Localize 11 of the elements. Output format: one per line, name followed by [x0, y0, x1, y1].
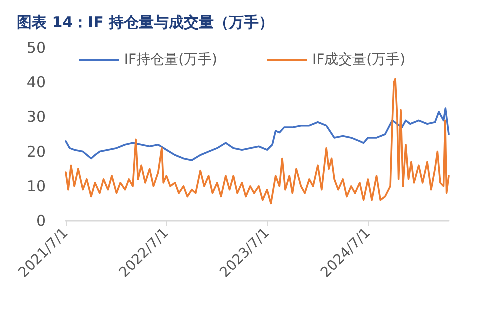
legend-label: IF持仓量(万手): [124, 52, 218, 68]
line-series: [65, 78, 450, 205]
legend-label: IF成交量(万手): [312, 52, 406, 68]
y-tick-label: 40: [26, 74, 46, 92]
y-tick-label: 30: [26, 108, 46, 126]
y-tick-label: 0: [36, 212, 46, 230]
line-series: [65, 108, 450, 162]
chart-title: 图表 14：IF 持仓量与成交量（万手）: [17, 14, 274, 32]
y-tick-label: 50: [26, 39, 46, 57]
y-tick-label: 10: [26, 177, 46, 196]
y-tick-label: 20: [26, 142, 46, 161]
